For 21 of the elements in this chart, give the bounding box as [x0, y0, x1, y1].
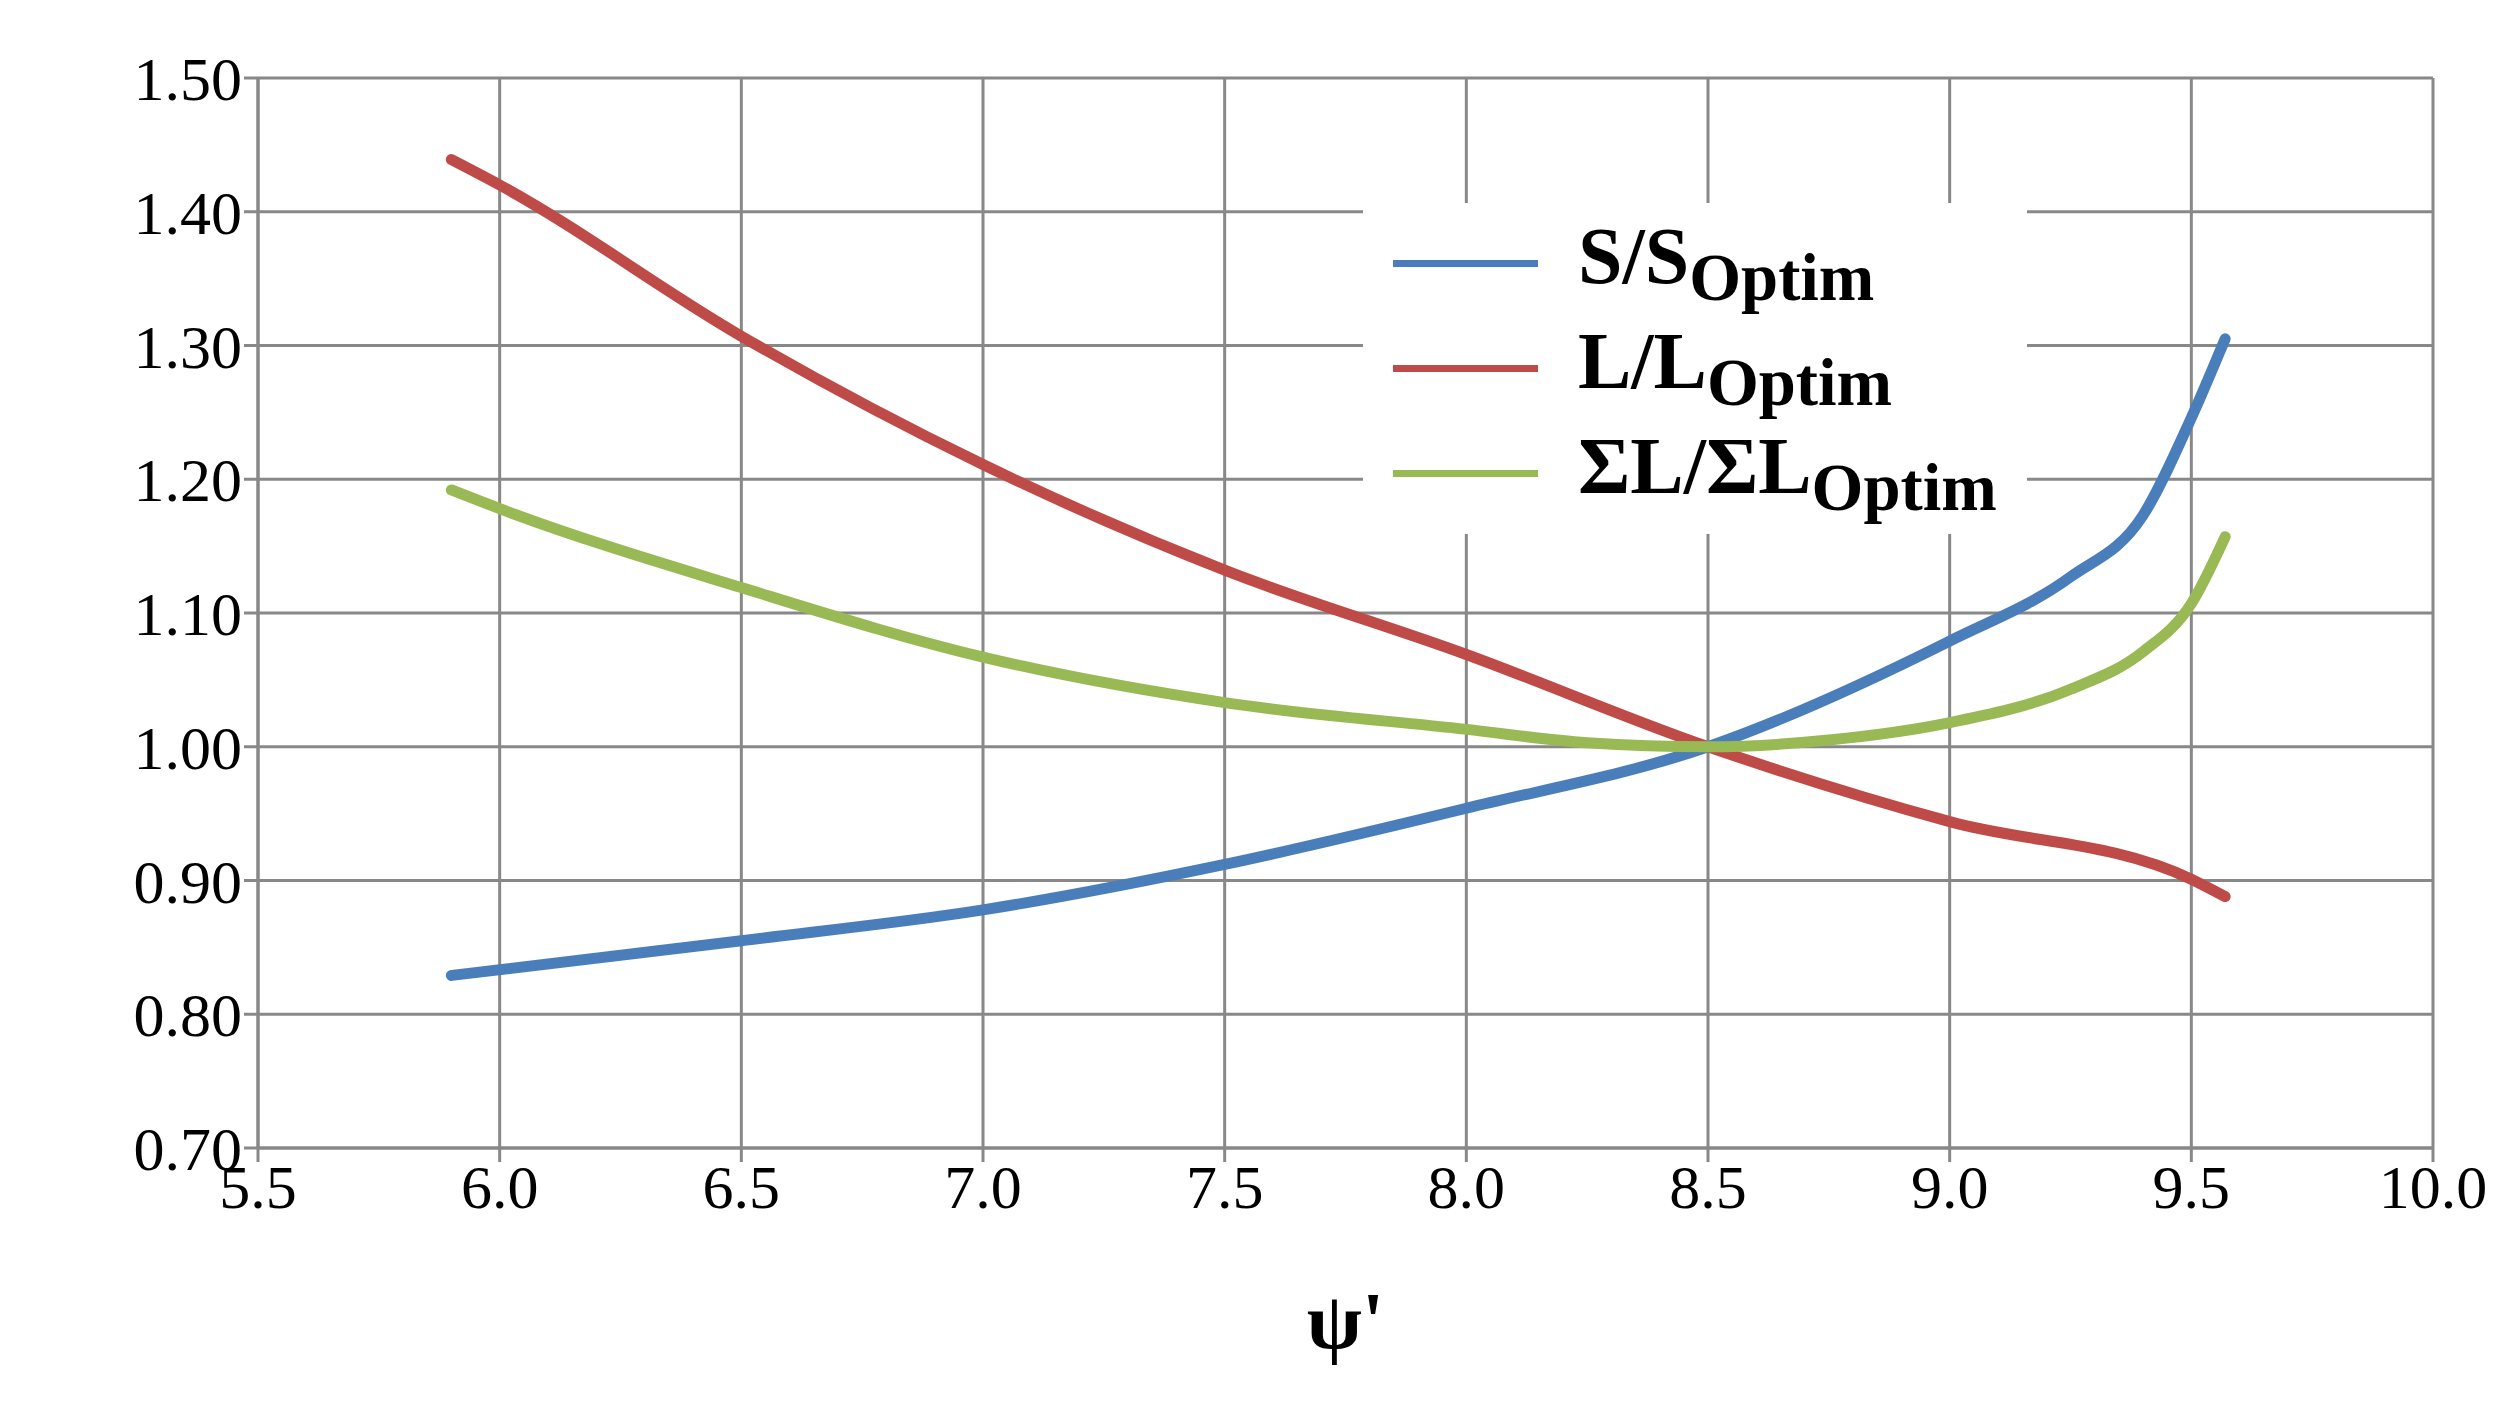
legend-label: L/L$_{Optim}$: [1578, 316, 1893, 421]
x-tick-label: 8.0: [1427, 1153, 1506, 1222]
y-tick-label: 1.40: [133, 178, 242, 247]
x-tick-label: 7.5: [1185, 1153, 1264, 1222]
x-tick-label: 9.5: [2152, 1153, 2231, 1222]
x-tick-label: 6.0: [460, 1153, 539, 1222]
legend-label: S/S$_{Optim}$: [1578, 211, 1875, 316]
x-tick-label: 8.5: [1669, 1153, 1747, 1222]
y-tick-label: 0.80: [133, 981, 242, 1050]
y-tick-label: 1.10: [133, 580, 242, 649]
y-tick-label: 1.20: [133, 446, 242, 515]
x-tick-label: 9.0: [1910, 1153, 1989, 1222]
y-tick-label: 1.50: [133, 45, 242, 114]
y-tick-label: 0.90: [133, 847, 242, 916]
x-tick-label: 7.0: [944, 1153, 1022, 1222]
legend-label: ΣL/ΣL$_{Optim}$: [1578, 421, 1997, 526]
x-axis-title: ψ': [1306, 1277, 1385, 1365]
x-tick-label: 10.0: [2378, 1153, 2488, 1222]
y-tick-label: 1.30: [133, 312, 242, 381]
y-tick-label: 1.00: [133, 713, 242, 782]
x-tick-label: 6.5: [702, 1153, 781, 1222]
